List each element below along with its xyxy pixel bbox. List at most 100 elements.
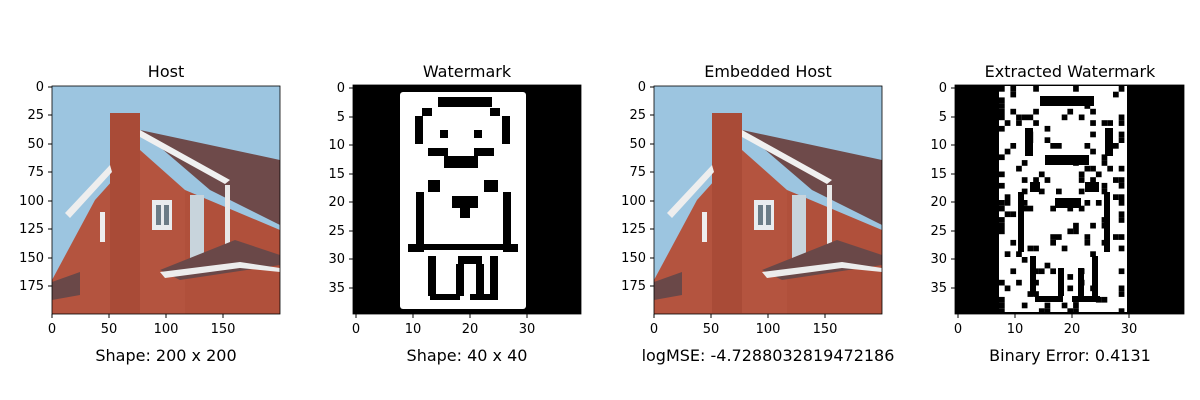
noise-pixel [1033,245,1039,252]
y-tick-label: 75 [629,165,646,180]
leg-right [490,256,498,296]
foot-right [470,294,498,300]
noise-pixel [1113,177,1119,183]
panel-caption: logMSE: -4.7288032819472186 [642,346,895,365]
noise-pixel [1118,194,1125,200]
noise-pixel [1090,165,1096,172]
noise-pixel [1078,188,1085,195]
y-tick-label: 100 [19,194,44,209]
shoulder-left [1030,182,1040,192]
y-tick-label: 150 [19,251,44,266]
noise-pixel [1044,302,1051,309]
mouth-right [474,148,494,156]
noise-pixel [1090,108,1096,115]
x-axis: 0 10 20 30 [352,314,535,337]
eye-right [474,130,482,138]
noise-pixel [999,228,1005,235]
noise-pixel [1078,268,1085,275]
noise-pixel [1021,205,1028,212]
window-pane [766,205,771,225]
noise-pixel [1118,245,1125,252]
leg-left [1030,256,1036,296]
noise-pixel [1004,251,1011,257]
arm-right [503,192,511,252]
x-tick-label: 150 [813,322,838,337]
x-tick-label: 100 [756,322,781,337]
noise-pixel [999,308,1005,314]
window-pane [758,205,763,225]
y-tick-label: 25 [629,108,646,123]
noise-pixel [1016,120,1022,126]
head-side-right [502,116,510,144]
shoulder-left [428,180,440,192]
x-axis: 0 10 20 30 [954,314,1137,337]
noise-pixel [1027,291,1034,297]
noise-pixel [1061,97,1068,104]
panel-embedded-host: Embedded Host 0 50 [621,62,894,365]
noise-pixel [1016,251,1022,257]
noise-pixel [1067,274,1074,280]
noise-pixel [1033,279,1039,286]
noise-pixel [1021,177,1028,183]
noise-pixel [1067,228,1074,235]
noise-pixel [1101,217,1108,223]
noise-pixel [1118,308,1125,314]
belt-buckle [460,208,470,218]
hand-left [408,244,416,252]
house-image [654,86,882,314]
noise-pixel [1078,171,1085,178]
noise-pixel [1050,268,1056,275]
y-tick-label: 50 [629,137,646,152]
noise-pixel [1084,239,1091,246]
lower-trim [160,262,280,278]
inner-leg-right [476,264,484,296]
noise-pixel [1073,160,1079,166]
y-axis: 0 25 50 75 100 125 150 175 [19,80,52,294]
noise-pixel [1010,211,1017,218]
panel-title: Watermark [423,62,512,81]
noise-pixel [1004,120,1011,126]
noise-pixel [1084,103,1091,109]
axes-frame [352,84,582,315]
noise-pixel [1050,205,1056,212]
y-tick-label: 175 [19,279,44,294]
door [190,195,204,263]
y-tick-label: 15 [930,167,947,182]
noise-pixel [1004,200,1011,206]
noise-pixel [1004,285,1011,292]
x-tick-label: 50 [703,322,720,337]
y-tick-label: 25 [328,224,345,239]
noise-pixel [1038,171,1045,178]
watermark-figure [408,97,518,300]
noise-pixel [999,296,1005,303]
y-tick-label: 50 [27,137,44,152]
y-tick-label: 100 [621,194,646,209]
belt [452,196,478,208]
y-tick-label: 35 [328,281,345,296]
noise-pixel [999,171,1005,178]
window-narrow [702,212,707,242]
x-tick-label: 30 [1121,322,1138,337]
noise-pixel [999,205,1005,212]
y-tick-label: 0 [337,81,345,96]
noise-pixel [1027,114,1034,121]
noise-pixel [1056,234,1062,240]
noise-pixel [1016,114,1022,121]
noise-pixel [1078,177,1085,183]
foot-right [1072,296,1100,302]
noise-pixel [999,217,1005,223]
x-tick-label: 150 [211,322,236,337]
x-tick-label: 0 [954,322,962,337]
noise-pixel [1118,114,1125,121]
noise-pixel [1084,200,1091,206]
foot-left [430,294,460,300]
noise-pixel [1090,148,1096,155]
noise-pixel [1101,182,1108,189]
head-side-right [1105,128,1113,156]
noise-pixel [1118,291,1125,297]
noise-pixel [1027,131,1034,138]
noise-pixel [1090,222,1096,229]
noise-pixel [1090,285,1096,292]
noise-pixel [1090,251,1096,257]
lower-trim [762,262,882,278]
